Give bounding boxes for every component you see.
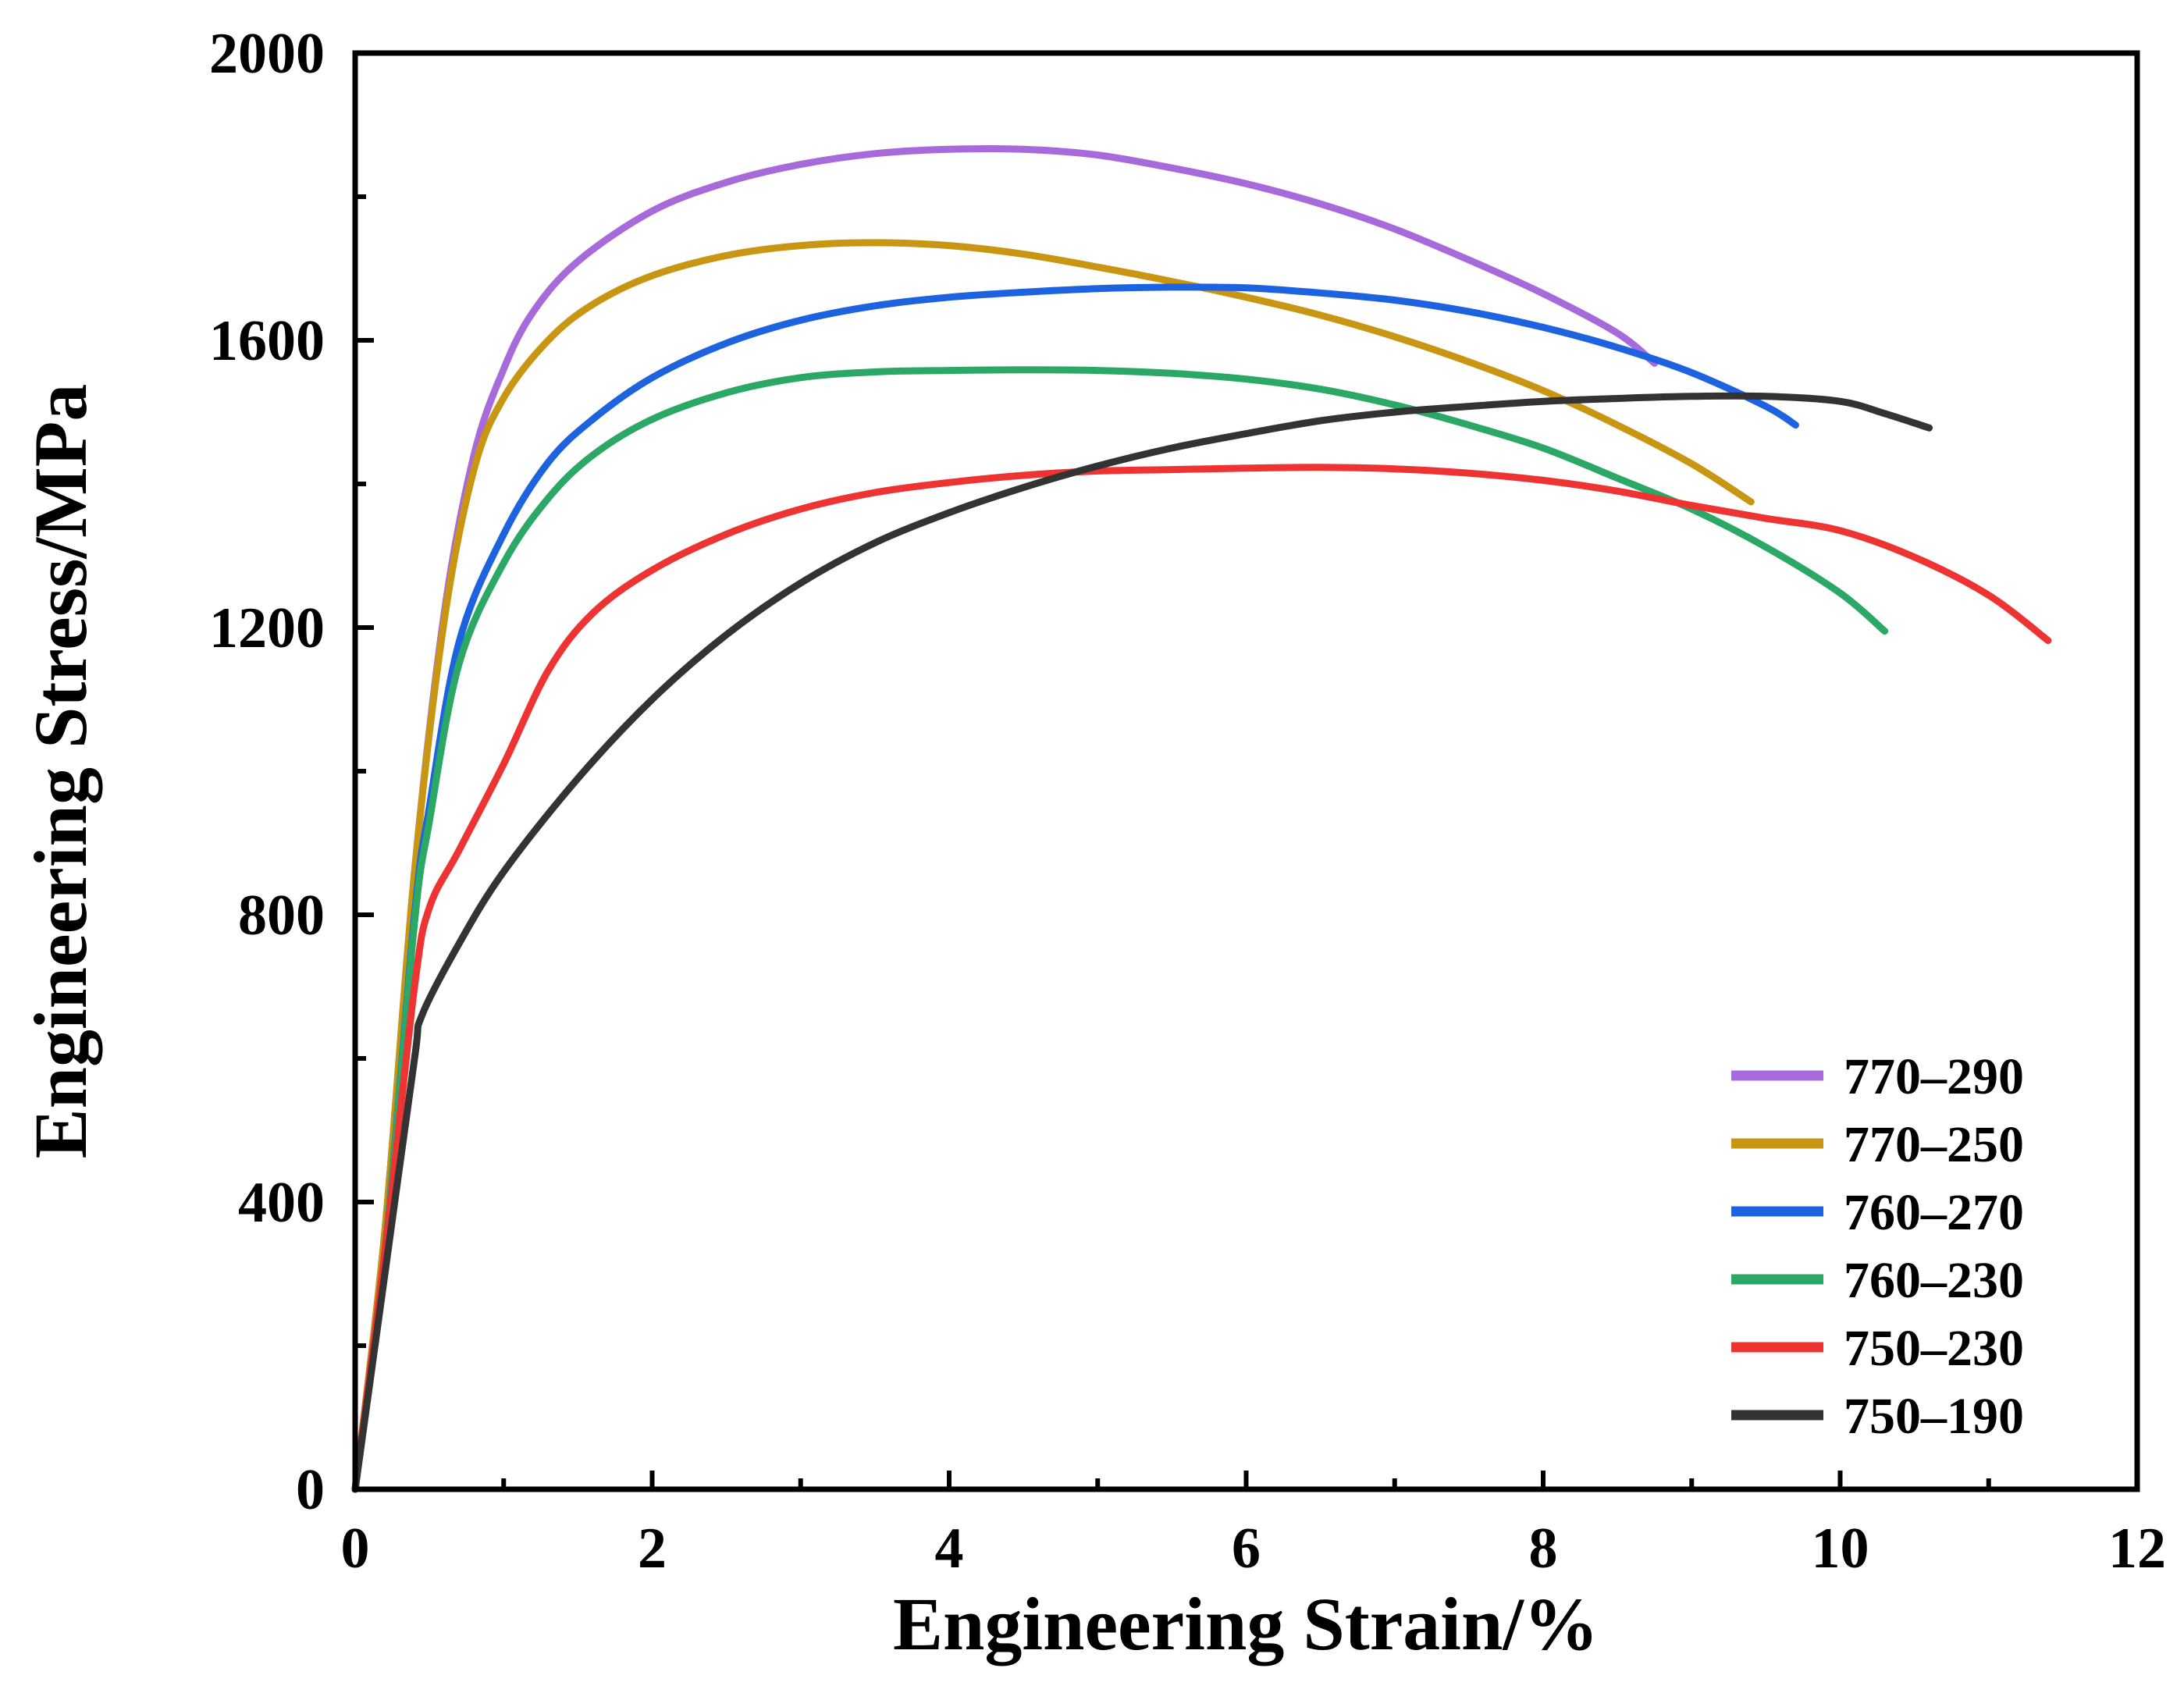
legend: 770–290 770–250 760–270 760–230 750–230 750–1… [1731,1048,2024,1445]
y-tick-labels: 0 400 800 1200 1600 2000 [209,22,325,1522]
legend-label: 760–270 [1844,1184,2024,1241]
series-line-760-230 [351,366,1889,1493]
x-tick-label: 4 [935,1517,964,1581]
x-tick-label: 2 [638,1517,667,1581]
plot-area: 0 2 4 6 8 10 12 0 400 800 1200 1600 2000 [209,22,2166,1581]
x-tick-label: 12 [2108,1517,2166,1581]
y-tick-label: 1200 [209,596,325,660]
series-line-750-230 [351,464,2052,1493]
legend-label: 750–190 [1844,1388,2024,1445]
legend-label: 750–230 [1844,1320,2024,1377]
legend-label: 770–290 [1844,1048,2024,1105]
series-line-760-270 [351,283,1799,1493]
x-tick-label: 0 [341,1517,370,1581]
x-tick-label: 8 [1529,1517,1558,1581]
series-lines [351,145,2052,1493]
legend-label: 760–230 [1844,1252,2024,1309]
y-tick-label: 1600 [209,309,325,373]
y-axis-title: Engineering Stress/MPa [19,384,102,1159]
series-line-770-250 [351,239,1755,1493]
y-tick-label: 0 [296,1458,325,1522]
series-line-770-290 [351,145,1659,1493]
axis-ticks [353,51,2140,1492]
y-tick-label: 2000 [209,22,325,86]
x-axis-title: Engineering Strain/% [893,1582,1599,1666]
y-tick-label: 400 [238,1171,325,1235]
x-tick-labels: 0 2 4 6 8 10 12 [341,1517,2167,1581]
x-tick-label: 6 [1232,1517,1261,1581]
x-tick-label: 10 [1812,1517,1869,1581]
legend-label: 770–250 [1844,1116,2024,1173]
series-line-750-190 [351,392,1933,1493]
y-tick-label: 800 [238,884,325,948]
